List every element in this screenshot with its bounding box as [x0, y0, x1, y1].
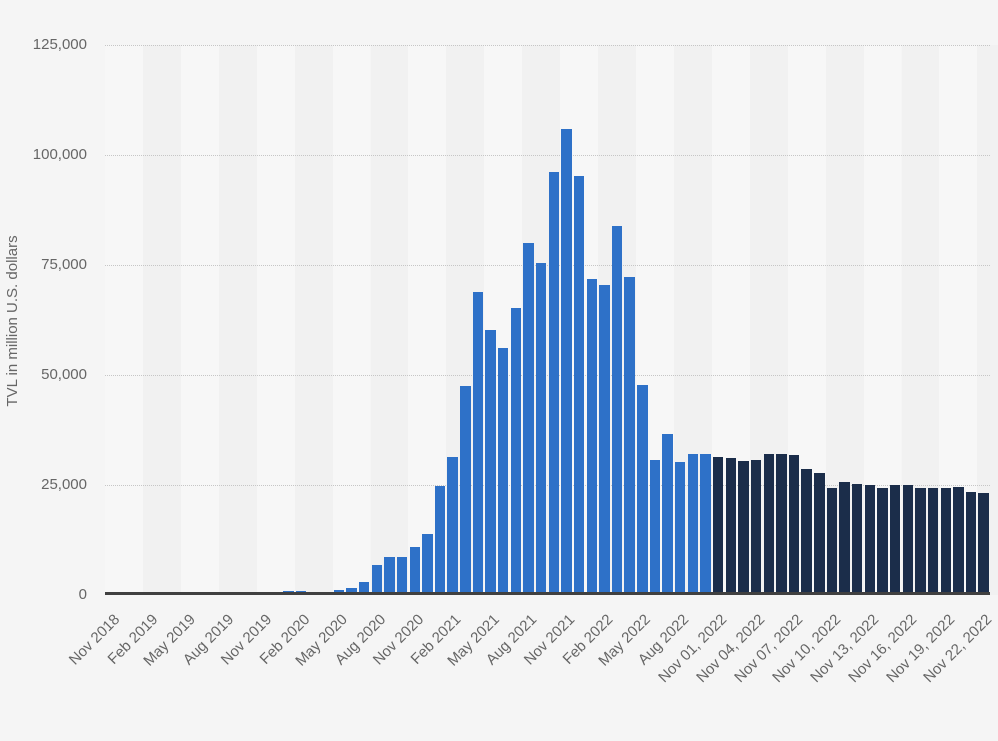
- bar[interactable]: [738, 460, 749, 595]
- bar[interactable]: [902, 485, 914, 595]
- background-band: [332, 45, 371, 595]
- bar[interactable]: [409, 547, 420, 595]
- bar[interactable]: [460, 386, 471, 595]
- bar[interactable]: [485, 330, 496, 595]
- bar[interactable]: [422, 533, 433, 595]
- bar[interactable]: [801, 469, 812, 595]
- bar[interactable]: [637, 385, 648, 595]
- bar[interactable]: [384, 557, 395, 595]
- gridline: [105, 375, 990, 376]
- gridline: [105, 45, 990, 46]
- bar[interactable]: [927, 487, 939, 595]
- bar[interactable]: [548, 172, 560, 595]
- bar[interactable]: [510, 308, 522, 595]
- bar[interactable]: [535, 262, 547, 595]
- bar[interactable]: [396, 557, 408, 595]
- y-axis-tick-label: 0: [78, 586, 87, 603]
- bar[interactable]: [915, 487, 926, 595]
- bar[interactable]: [434, 485, 446, 595]
- bar[interactable]: [561, 129, 572, 595]
- background-band: [105, 45, 143, 595]
- bar[interactable]: [700, 454, 711, 595]
- bar[interactable]: [839, 481, 850, 595]
- bar[interactable]: [864, 485, 876, 595]
- bar[interactable]: [940, 487, 951, 595]
- background-band: [142, 45, 181, 595]
- bar[interactable]: [358, 581, 370, 595]
- bar[interactable]: [649, 459, 661, 595]
- bar[interactable]: [750, 459, 762, 595]
- bar[interactable]: [586, 279, 597, 595]
- bar[interactable]: [776, 453, 787, 595]
- plot-area: [105, 45, 998, 595]
- gridline: [105, 155, 990, 156]
- background-band: [256, 45, 295, 595]
- y-axis-tick-label: 125,000: [32, 36, 87, 53]
- bar[interactable]: [472, 291, 484, 595]
- bar[interactable]: [852, 484, 863, 595]
- gridline: [105, 265, 990, 266]
- x-axis-line: [105, 592, 990, 595]
- bar[interactable]: [662, 434, 673, 595]
- background-band: [370, 45, 409, 595]
- y-axis-tick-label: 100,000: [32, 146, 87, 163]
- y-axis-tick-label: 50,000: [41, 366, 87, 383]
- bar[interactable]: [447, 456, 458, 595]
- bar[interactable]: [611, 225, 623, 595]
- background-band: [218, 45, 257, 595]
- bar[interactable]: [573, 176, 585, 595]
- bar[interactable]: [675, 461, 686, 595]
- y-axis-tick-label: 75,000: [41, 256, 87, 273]
- bar[interactable]: [725, 458, 737, 595]
- bar[interactable]: [498, 348, 509, 595]
- bar[interactable]: [788, 455, 800, 595]
- bar[interactable]: [978, 493, 989, 595]
- bar[interactable]: [889, 485, 901, 595]
- background-band: [294, 45, 333, 595]
- bar[interactable]: [814, 473, 825, 595]
- background-band: [977, 45, 998, 595]
- bar[interactable]: [953, 487, 964, 595]
- bar[interactable]: [371, 565, 383, 595]
- bar[interactable]: [877, 488, 888, 595]
- bar[interactable]: [346, 588, 357, 595]
- y-axis-title: TVL in million U.S. dollars: [4, 235, 21, 407]
- bar[interactable]: [687, 454, 699, 595]
- bar[interactable]: [624, 276, 635, 595]
- gridline: [105, 485, 990, 486]
- y-axis-tick-label: 25,000: [41, 476, 87, 493]
- background-band: [180, 45, 219, 595]
- bar[interactable]: [826, 488, 838, 595]
- bar[interactable]: [965, 491, 977, 595]
- bar[interactable]: [523, 243, 534, 595]
- bar[interactable]: [763, 454, 774, 595]
- bar[interactable]: [712, 456, 724, 595]
- bar[interactable]: [599, 284, 610, 595]
